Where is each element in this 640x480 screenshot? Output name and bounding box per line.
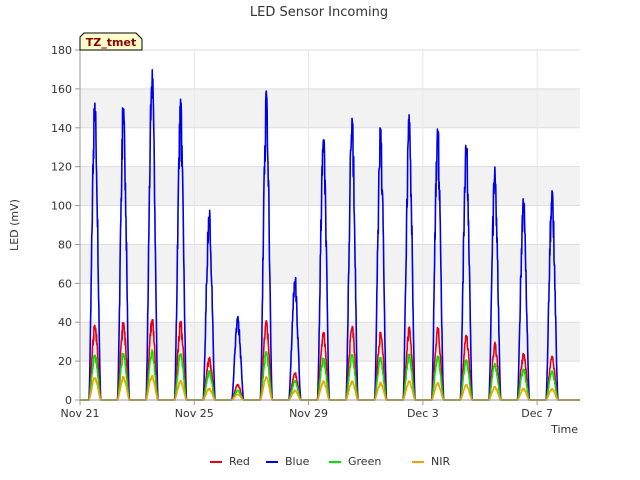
y-tick-label: 20 — [58, 355, 72, 368]
y-tick-label: 80 — [58, 238, 72, 251]
legend-label: NIR — [431, 455, 450, 468]
legend-item-blue: Blue — [266, 455, 310, 468]
plot-band — [80, 88, 580, 128]
x-tick-label: Nov 25 — [175, 407, 214, 420]
legend-item-red: Red — [210, 455, 250, 468]
legend-item-green: Green — [329, 455, 381, 468]
x-tick-label: Nov 29 — [289, 407, 328, 420]
station-tag: TZ_tmet — [79, 32, 143, 51]
axes — [79, 50, 580, 401]
x-tick-label: Nov 21 — [61, 407, 100, 420]
station-tag-box — [79, 32, 143, 51]
x-tick-label: Dec 7 — [521, 407, 553, 420]
y-tick-label: 0 — [65, 394, 72, 407]
y-tick-label: 140 — [51, 122, 72, 135]
legend-label: Red — [229, 455, 250, 468]
x-axis-ticks: Nov 21 Nov 25 Nov 29 Dec 3 Dec 7 — [61, 400, 553, 420]
y-axis-ticks: 0 20 40 60 80 100 120 140 160 180 — [51, 44, 80, 407]
x-tick-label: Dec 3 — [407, 407, 439, 420]
y-tick-label: 40 — [58, 316, 72, 329]
legend-label: Blue — [285, 455, 310, 468]
y-axis-label: LED (mV) — [8, 199, 21, 251]
x-axis-label: Time — [550, 423, 578, 436]
y-tick-label: 120 — [51, 161, 72, 174]
y-tick-label: 100 — [51, 200, 72, 213]
chart-title: LED Sensor Incoming — [250, 5, 388, 20]
y-tick-label: 60 — [58, 277, 72, 290]
y-tick-label: 180 — [51, 44, 72, 57]
grid-lines — [79, 49, 580, 401]
legend: Red Blue Green NIR — [210, 455, 450, 468]
legend-item-nir: NIR — [412, 455, 450, 468]
y-tick-label: 160 — [51, 83, 72, 96]
legend-label: Green — [348, 455, 381, 468]
station-tag-label: TZ_tmet — [86, 36, 136, 49]
